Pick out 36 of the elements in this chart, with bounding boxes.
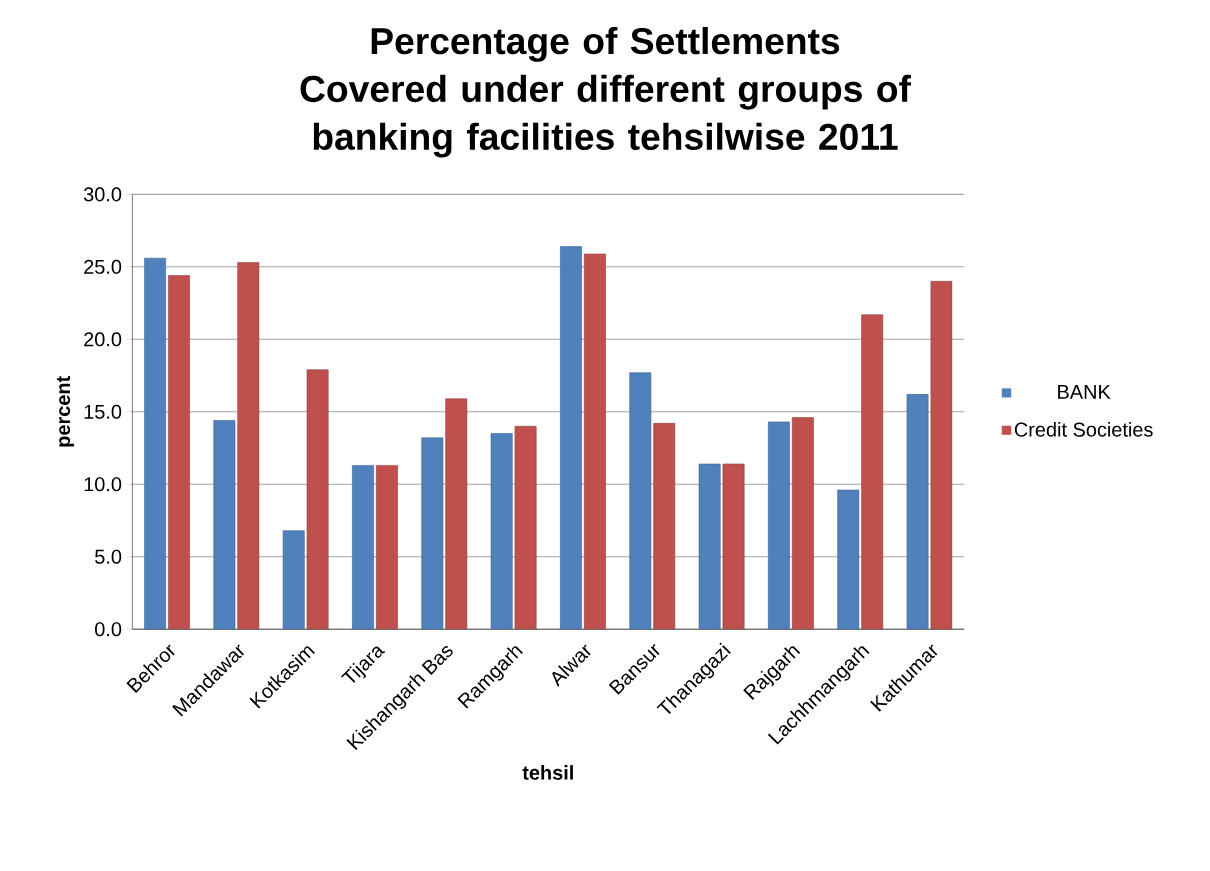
bar	[906, 394, 929, 630]
legend-label: BANK	[1058, 384, 1111, 399]
y-tick-label: 25.0	[84, 259, 122, 274]
bar	[421, 437, 444, 630]
bar	[144, 257, 166, 630]
y-tick-label: 30.0	[83, 187, 122, 202]
bar	[722, 463, 745, 630]
bar	[306, 369, 329, 630]
bar	[698, 463, 721, 630]
y-tick-label: 20.0	[84, 332, 122, 347]
y-axis-title: percent	[56, 375, 75, 447]
bar	[791, 417, 814, 630]
bar	[653, 423, 676, 630]
y-tick-label: 0.0	[95, 622, 122, 637]
bar	[445, 398, 468, 630]
bar	[930, 280, 953, 630]
bar	[490, 433, 513, 630]
legend-label: Credit Societies	[1014, 421, 1153, 437]
bar	[768, 421, 790, 630]
bar	[837, 489, 860, 630]
y-tick-label: 15.0	[84, 404, 122, 419]
bar	[352, 465, 374, 630]
bar	[584, 253, 606, 630]
bar	[861, 314, 884, 630]
y-tick-label: 10.0	[84, 477, 122, 492]
chart-title: Percentage of Settlements Covered under different groups of banking facilities tehsilwise 2011	[300, 26, 912, 158]
bar	[282, 530, 305, 630]
bar	[237, 262, 260, 630]
bar	[514, 425, 537, 630]
bar	[168, 275, 190, 630]
bar	[376, 465, 398, 630]
y-tick-label: 5.0	[95, 549, 122, 564]
bar	[560, 246, 582, 630]
bar	[213, 420, 236, 630]
bar	[629, 372, 652, 630]
x-axis-title: tehsil	[522, 765, 573, 780]
